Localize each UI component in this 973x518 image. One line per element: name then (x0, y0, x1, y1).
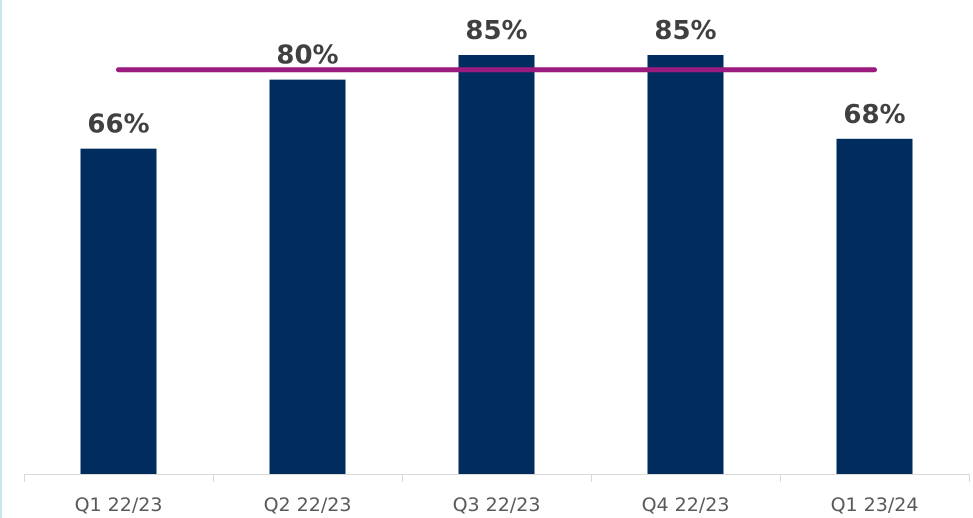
data-labels-group: 66% 80% 85% 85% 68% (87, 16, 905, 140)
bar-4 (647, 55, 724, 474)
x-tick-label-1: Q1 22/23 (75, 494, 163, 516)
left-border (0, 0, 2, 518)
data-label-3: 85% (465, 16, 527, 46)
bars-group (80, 55, 913, 475)
data-label-2: 80% (276, 41, 338, 71)
data-label-1: 66% (87, 110, 149, 140)
x-tick-label-4: Q4 22/23 (642, 494, 730, 516)
x-tick-label-2: Q2 22/23 (264, 494, 352, 516)
data-label-4: 85% (654, 16, 716, 46)
bar-5 (836, 138, 913, 475)
x-axis: Q1 22/23 Q2 22/23 Q3 22/23 Q4 22/23 Q1 23/24 (24, 474, 970, 516)
x-tick-label-5: Q1 23/24 (831, 494, 919, 516)
x-tick-label-3: Q3 22/23 (453, 494, 541, 516)
bar-1 (80, 148, 157, 475)
bar-2 (269, 79, 346, 474)
bar-3 (458, 55, 535, 474)
data-label-5: 68% (843, 100, 905, 130)
